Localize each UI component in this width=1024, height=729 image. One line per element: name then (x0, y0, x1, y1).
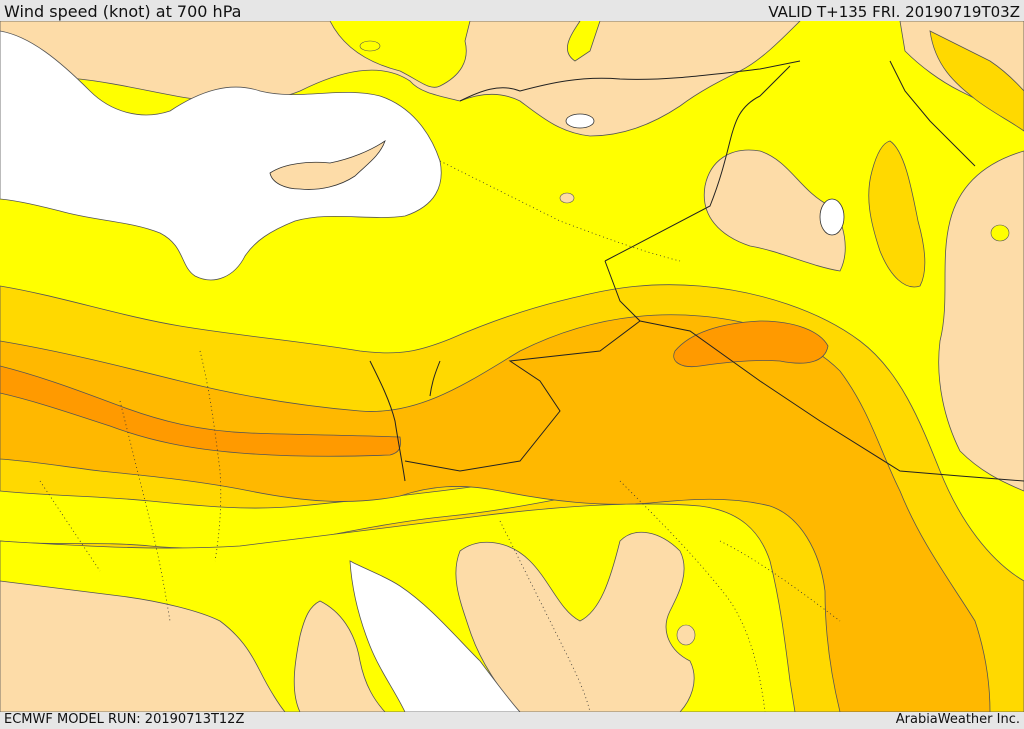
sea-red-sea-b (349, 560, 521, 712)
footer-bar (0, 712, 1024, 729)
map-title: Wind speed (knot) at 700 hPa (4, 2, 242, 21)
band-light-iraq (703, 149, 846, 272)
valid-time: VALID T+135 FRI. 20190719T03Z (768, 3, 1020, 21)
light-spot-b (559, 192, 575, 204)
credit-label: ArabiaWeather Inc. (895, 712, 1020, 727)
band-light-arabia-b (455, 532, 695, 712)
band-amber (0, 314, 991, 712)
header-bar (0, 0, 1024, 21)
band-light-sudan-b (293, 600, 386, 712)
country-borders (369, 60, 1024, 482)
lake-urmia (565, 113, 595, 129)
wind-speed-map (0, 21, 1024, 712)
admin-boundaries (39, 160, 841, 712)
yellow-spot-a (359, 40, 381, 52)
lake-tharthar (819, 198, 845, 236)
band-light-africa-b (0, 580, 286, 712)
band-orange-core (0, 365, 401, 457)
yellow-spot-b (990, 224, 1010, 242)
band-orange-iraq (673, 320, 829, 368)
cyprus-island (269, 140, 386, 190)
model-run-label: ECMWF MODEL RUN: 20190713T12Z (4, 712, 245, 727)
sea-mediterranean (0, 30, 442, 281)
band-gold-northeast (929, 30, 1024, 132)
band-gold-zagros (868, 140, 926, 288)
light-spot-a (676, 624, 696, 646)
